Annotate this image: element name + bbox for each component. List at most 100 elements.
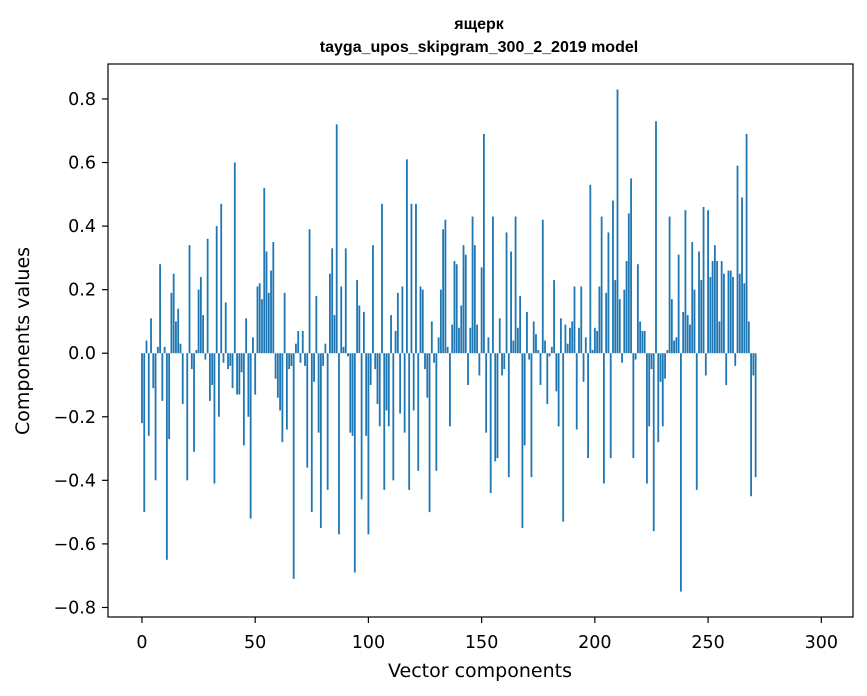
bar-series (141, 89, 757, 592)
bar-221 (641, 330, 644, 354)
bar-55 (265, 251, 268, 354)
bar-188 (566, 343, 569, 354)
bar-4 (150, 318, 152, 354)
bar-86 (335, 124, 338, 354)
bar-236 (675, 337, 678, 354)
bar-131 (437, 337, 440, 354)
bar-44 (240, 353, 243, 373)
bar-209 (614, 280, 617, 354)
chart-subtitle: tayga_upos_skipgram_300_2_2019 model (320, 39, 638, 56)
bar-173 (532, 321, 535, 354)
bar-224 (648, 353, 651, 427)
bar-62 (281, 353, 284, 443)
bar-110 (390, 315, 392, 354)
bar-75 (310, 353, 313, 513)
bar-116 (403, 353, 406, 433)
bar-53 (261, 299, 263, 354)
bar-208 (612, 200, 614, 354)
bar-18 (181, 353, 184, 405)
bar-111 (392, 353, 395, 481)
bar-185 (559, 318, 562, 354)
bar-65 (288, 353, 291, 370)
y-tick-label-2: 0.4 (68, 217, 96, 237)
bar-117 (406, 159, 408, 354)
bar-199 (591, 350, 594, 354)
bar-42 (236, 353, 238, 395)
bar-240 (684, 210, 687, 354)
bar-164 (512, 340, 515, 354)
bar-70 (299, 353, 302, 363)
bar-71 (301, 330, 304, 354)
bar-196 (584, 337, 587, 354)
bar-150 (480, 267, 483, 354)
bar-46 (245, 318, 248, 354)
bar-32 (213, 353, 216, 484)
bar-259 (727, 270, 730, 354)
bar-193 (578, 327, 580, 354)
bar-190 (571, 321, 574, 354)
bar-197 (587, 353, 589, 459)
bar-54 (263, 187, 266, 354)
bar-248 (702, 207, 705, 354)
bar-228 (657, 353, 660, 443)
bar-14 (172, 273, 175, 354)
bar-5 (152, 353, 155, 389)
bar-2 (145, 340, 148, 354)
bar-194 (580, 286, 583, 354)
bar-34 (218, 353, 220, 417)
bar-211 (618, 299, 621, 354)
bar-106 (381, 203, 383, 354)
bar-262 (734, 353, 737, 366)
bar-214 (625, 261, 628, 354)
bar-74 (308, 229, 311, 354)
bar-40 (231, 353, 234, 389)
bar-237 (677, 254, 680, 354)
bar-216 (630, 178, 632, 354)
bar-249 (704, 353, 707, 376)
bar-45 (242, 353, 245, 446)
bar-139 (455, 264, 458, 354)
bar-67 (292, 353, 295, 579)
bar-63 (283, 292, 286, 354)
bar-232 (666, 350, 669, 354)
bar-142 (462, 245, 465, 354)
bar-12 (168, 353, 171, 440)
bar-98 (362, 311, 365, 354)
bar-128 (430, 321, 433, 354)
bar-252 (711, 261, 714, 354)
bar-51 (256, 286, 259, 354)
bar-118 (408, 353, 411, 490)
bar-186 (562, 353, 565, 522)
bar-146 (471, 216, 474, 354)
bar-66 (290, 353, 293, 366)
bar-250 (707, 210, 709, 354)
bar-114 (399, 353, 402, 414)
bar-253 (713, 245, 716, 354)
bar-115 (401, 286, 404, 354)
bar-41 (233, 162, 236, 354)
bar-265 (741, 197, 743, 354)
bar-96 (358, 305, 361, 354)
bar-231 (664, 353, 666, 379)
bar-154 (489, 353, 492, 494)
bar-202 (598, 286, 601, 354)
bar-108 (385, 353, 388, 411)
bar-82 (326, 353, 329, 490)
bar-266 (743, 283, 746, 354)
bar-242 (689, 324, 691, 354)
bar-134 (444, 219, 447, 354)
bar-8 (159, 264, 161, 354)
bar-225 (650, 353, 653, 370)
bar-153 (487, 337, 490, 354)
y-tick-label-5: −0.2 (54, 408, 97, 428)
bar-29 (206, 238, 209, 354)
bar-257 (723, 273, 725, 354)
bar-191 (573, 286, 576, 354)
bar-148 (476, 324, 479, 354)
bar-167 (519, 296, 522, 354)
bar-28 (204, 353, 207, 360)
bar-83 (329, 273, 331, 354)
bar-168 (521, 353, 524, 529)
bar-43 (238, 353, 241, 395)
